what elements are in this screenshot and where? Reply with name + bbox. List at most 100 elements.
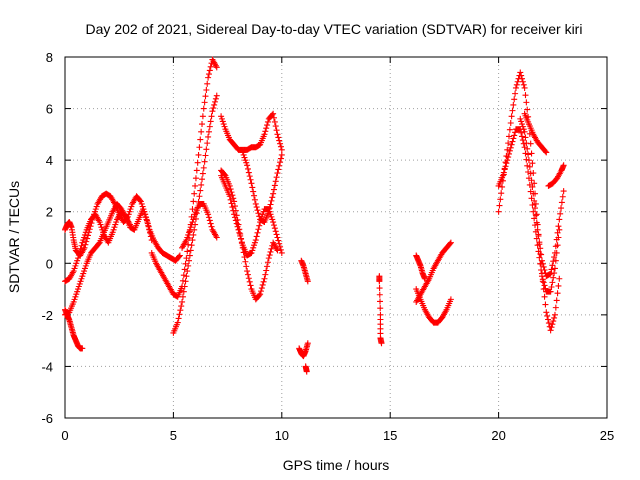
- data-point: [542, 301, 549, 308]
- data-point: [186, 257, 193, 264]
- data-point: [206, 123, 213, 130]
- data-point: [199, 176, 206, 183]
- data-point: [82, 262, 89, 269]
- axis-ticks: 0 5 10 15 20 25 -6 -4 -2 0 2 4 6 8: [41, 50, 614, 443]
- data-point: [532, 205, 539, 212]
- data-point: [229, 204, 236, 211]
- data-point: [553, 297, 560, 304]
- data-point: [246, 173, 253, 180]
- data-point: [207, 63, 214, 70]
- data-point: [81, 234, 88, 241]
- data-point: [560, 162, 567, 169]
- x-tick-label: 10: [275, 428, 289, 443]
- data-point: [536, 254, 543, 261]
- data-point: [531, 215, 538, 222]
- data-point: [270, 110, 277, 117]
- data-point: [76, 280, 83, 287]
- data-point: [140, 208, 147, 215]
- data-point: [75, 286, 82, 293]
- data-point: [81, 265, 88, 272]
- data-point: [81, 268, 88, 275]
- data-point: [547, 288, 554, 295]
- data-point: [111, 224, 118, 231]
- data-point: [243, 263, 250, 270]
- data-point: [246, 278, 253, 285]
- data-point: [506, 133, 513, 140]
- data-point: [552, 243, 559, 250]
- data-point: [74, 257, 81, 264]
- data-point: [200, 105, 207, 112]
- data-point: [277, 155, 284, 162]
- data-point: [230, 207, 237, 214]
- data-point: [274, 170, 281, 177]
- data-point: [245, 169, 252, 176]
- data-point: [519, 121, 526, 128]
- data-point: [211, 101, 218, 108]
- data-point: [269, 194, 276, 201]
- data-point: [547, 270, 554, 277]
- data-point: [197, 136, 204, 143]
- plot-frame: [64, 56, 608, 419]
- data-point: [559, 193, 566, 200]
- data-point: [205, 128, 212, 135]
- data-point: [254, 207, 261, 214]
- data-point: [144, 219, 151, 226]
- data-point: [221, 123, 228, 130]
- data-point: [266, 252, 273, 259]
- data-point: [509, 107, 516, 114]
- data-point: [180, 272, 187, 279]
- data-point: [181, 283, 188, 290]
- data-point: [273, 231, 280, 238]
- data-point: [268, 197, 275, 204]
- data-point: [265, 255, 272, 262]
- data-point: [506, 147, 513, 154]
- data-point: [271, 225, 278, 232]
- data-point: [268, 213, 275, 220]
- data-point: [190, 198, 197, 205]
- data-point: [70, 268, 77, 275]
- data-point: [545, 316, 552, 323]
- data-point: [278, 146, 285, 153]
- data-point: [558, 199, 565, 206]
- data-point: [110, 226, 117, 233]
- data-point: [556, 275, 563, 282]
- data-point: [514, 78, 521, 85]
- data-point: [198, 128, 205, 135]
- series-t15: [376, 273, 385, 347]
- data-point: [512, 84, 519, 91]
- data-point: [199, 113, 206, 120]
- data-point: [505, 154, 512, 161]
- data-point: [148, 237, 155, 244]
- data-point: [239, 149, 246, 156]
- data-point: [495, 208, 502, 215]
- data-point: [270, 190, 277, 197]
- data-point: [504, 146, 511, 153]
- data-point: [97, 221, 104, 228]
- data-point: [92, 206, 99, 213]
- data-point: [204, 140, 211, 147]
- data-point: [525, 151, 532, 158]
- data-point: [202, 152, 209, 159]
- data-point: [539, 260, 546, 267]
- data-point: [541, 282, 548, 289]
- data-point: [517, 69, 524, 76]
- data-point: [499, 172, 506, 179]
- y-tick-label: 2: [46, 205, 53, 220]
- data-point: [271, 182, 278, 189]
- data-points: [62, 56, 567, 375]
- data-point: [496, 202, 503, 209]
- data-point: [522, 134, 529, 141]
- data-point: [71, 296, 78, 303]
- data-point: [276, 162, 283, 169]
- data-point: [93, 203, 100, 210]
- data-point: [72, 293, 79, 300]
- data-point: [497, 196, 504, 203]
- series-t5: [148, 56, 220, 300]
- data-point: [518, 118, 525, 125]
- data-point: [256, 222, 263, 229]
- data-point: [530, 208, 537, 215]
- data-point: [75, 255, 82, 262]
- data-point: [244, 165, 251, 172]
- data-point: [235, 226, 242, 233]
- y-tick-label: -4: [41, 359, 53, 374]
